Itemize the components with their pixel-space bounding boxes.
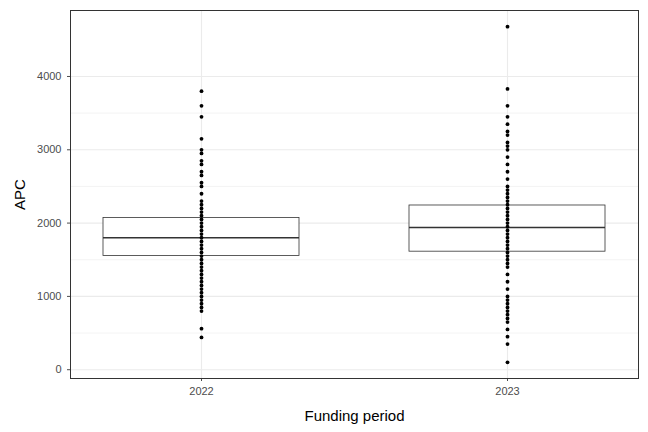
svg-text:2000: 2000 [37, 217, 61, 229]
svg-text:4000: 4000 [37, 70, 61, 82]
svg-text:1000: 1000 [37, 290, 61, 302]
svg-text:APC: APC [11, 179, 28, 210]
svg-text:3000: 3000 [37, 143, 61, 155]
svg-text:0: 0 [55, 363, 61, 375]
svg-text:2022: 2022 [189, 385, 213, 397]
svg-text:Funding period: Funding period [304, 407, 404, 424]
svg-text:2023: 2023 [495, 385, 519, 397]
